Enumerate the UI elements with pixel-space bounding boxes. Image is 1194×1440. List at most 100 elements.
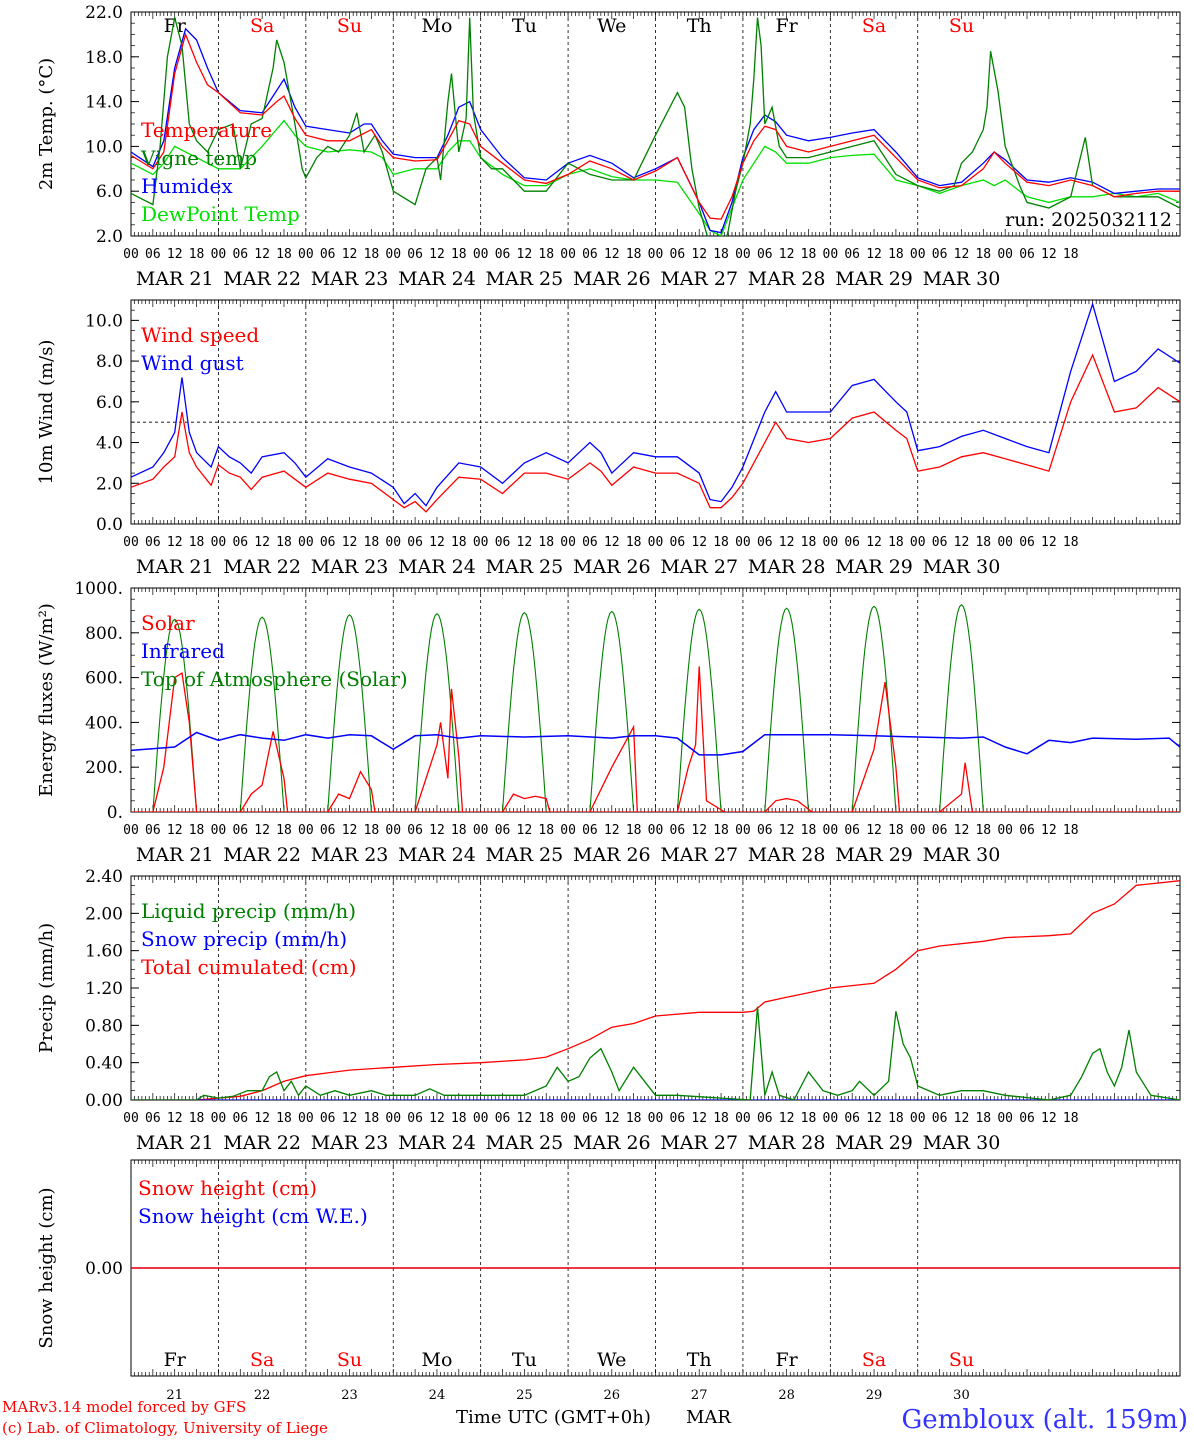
hour-tick-label: 12 <box>517 823 533 838</box>
y-axis-label: Snow height (cm) <box>36 1187 57 1348</box>
hour-tick-label: 18 <box>888 247 904 262</box>
day-number: 25 <box>516 1388 533 1403</box>
hour-tick-label: 18 <box>364 1111 380 1126</box>
hour-tick-label: 12 <box>954 247 970 262</box>
hour-tick-label: 06 <box>844 535 860 550</box>
solar-line <box>764 797 813 812</box>
y-tick-label: 200. <box>85 758 123 778</box>
hour-tick-label: 18 <box>451 823 467 838</box>
day-name: Su <box>337 15 362 37</box>
hour-tick-label: 12 <box>167 247 183 262</box>
date-label: MAR 30 <box>923 556 1001 578</box>
date-label: MAR 24 <box>398 556 476 578</box>
date-label: MAR 26 <box>573 556 651 578</box>
solar-line <box>414 688 464 812</box>
hour-tick-label: 12 <box>954 535 970 550</box>
day-name: Mo <box>422 15 453 37</box>
y-tick-label: 1.60 <box>85 942 123 962</box>
hour-tick-label: 12 <box>342 1111 358 1126</box>
hour-tick-label: 00 <box>823 247 839 262</box>
hour-tick-label: 06 <box>844 1111 860 1126</box>
hour-tick-label: 18 <box>451 247 467 262</box>
hour-tick-label: 18 <box>713 1111 729 1126</box>
toa-solar-line <box>411 613 463 812</box>
day-name: Su <box>949 15 974 37</box>
day-name: Tu <box>512 15 537 37</box>
hour-tick-label: 00 <box>473 247 489 262</box>
hour-tick-label: 00 <box>735 247 751 262</box>
hour-tick-label: 18 <box>626 535 642 550</box>
y-tick-label: 6.0 <box>96 182 123 202</box>
hour-tick-label: 18 <box>713 247 729 262</box>
y-tick-label: 10.0 <box>85 137 123 157</box>
hour-tick-label: 12 <box>429 247 445 262</box>
hour-tick-label: 00 <box>648 823 664 838</box>
hour-tick-label: 12 <box>1041 823 1057 838</box>
legend-temperature-entry: Temperature <box>141 118 272 142</box>
date-label: MAR 30 <box>923 1132 1001 1154</box>
legend-precip-entry: Liquid precip (mm/h) <box>141 899 356 923</box>
hour-tick-label: 06 <box>232 1111 248 1126</box>
y-tick-label: 2.00 <box>85 904 123 924</box>
day-name: Th <box>687 1349 712 1371</box>
legend-energy-entry: Infrared <box>141 639 225 663</box>
solar-line <box>589 724 638 812</box>
hour-tick-label: 12 <box>429 823 445 838</box>
hour-tick-label: 18 <box>888 1111 904 1126</box>
solar-line <box>327 770 376 812</box>
day-name: Fr <box>164 15 187 37</box>
solar-line <box>676 666 726 812</box>
hour-tick-label: 00 <box>298 823 314 838</box>
hour-tick-label: 12 <box>342 535 358 550</box>
hour-tick-label: 12 <box>1041 1111 1057 1126</box>
hour-tick-label: 00 <box>997 247 1013 262</box>
hour-tick-label: 12 <box>167 535 183 550</box>
date-label: MAR 28 <box>748 556 826 578</box>
hour-tick-label: 00 <box>823 1111 839 1126</box>
hour-tick-label: 06 <box>844 247 860 262</box>
hour-tick-label: 00 <box>473 823 489 838</box>
legend-temperature-entry: Humidex <box>141 174 233 198</box>
hour-tick-label: 12 <box>167 823 183 838</box>
y-tick-label: 2.0 <box>96 474 123 494</box>
hour-tick-label: 18 <box>189 247 205 262</box>
date-label: MAR 23 <box>311 844 389 866</box>
y-tick-label: 800. <box>85 624 123 644</box>
date-label: MAR 26 <box>573 844 651 866</box>
hour-tick-label: 12 <box>691 823 707 838</box>
hour-tick-label: 00 <box>648 1111 664 1126</box>
hour-tick-label: 06 <box>670 823 686 838</box>
hour-tick-label: 18 <box>975 247 991 262</box>
y-tick-label: 1000. <box>74 579 123 599</box>
solar-line <box>851 681 901 812</box>
y-tick-label: 0.00 <box>85 1259 123 1279</box>
series-group <box>131 604 1180 812</box>
series-line-temperature <box>131 32 1180 220</box>
hour-tick-label: 06 <box>757 823 773 838</box>
toa-solar-line <box>236 616 288 812</box>
legend-temperature-entry: DewPoint Temp <box>141 202 300 226</box>
day-name: Su <box>949 1349 974 1371</box>
hour-tick-label: 18 <box>1063 823 1079 838</box>
hour-tick-label: 12 <box>517 247 533 262</box>
hour-tick-label: 18 <box>364 823 380 838</box>
hour-tick-label: 12 <box>779 535 795 550</box>
hour-tick-label: 00 <box>910 535 926 550</box>
date-label: MAR 29 <box>835 844 913 866</box>
series-line-dewpoint-temp <box>131 119 1180 236</box>
date-label: MAR 29 <box>835 1132 913 1154</box>
legend-precip-entry: Total cumulated (cm) <box>141 955 357 979</box>
panel-frame <box>130 299 1181 525</box>
hour-tick-label: 00 <box>735 823 751 838</box>
date-label: MAR 21 <box>136 556 214 578</box>
hour-tick-label: 00 <box>560 247 576 262</box>
date-label: MAR 25 <box>486 556 564 578</box>
lab-credit: (c) Lab. of Climatology, University of L… <box>2 1419 328 1437</box>
legend-snow-entry: Snow height (cm) <box>138 1176 317 1200</box>
hour-tick-label: 18 <box>276 823 292 838</box>
hour-tick-label: 18 <box>975 823 991 838</box>
hour-tick-label: 12 <box>517 535 533 550</box>
hour-tick-label: 18 <box>451 535 467 550</box>
hour-tick-label: 06 <box>320 1111 336 1126</box>
hour-tick-label: 18 <box>276 535 292 550</box>
